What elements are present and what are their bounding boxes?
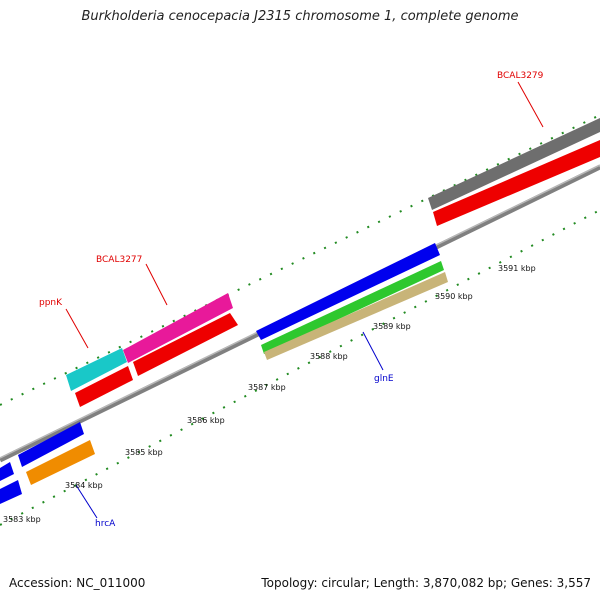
cds-red-upper-right (433, 140, 600, 226)
tick-label-3585: 3585 kbp (125, 448, 163, 457)
tick-label-3586: 3586 kbp (187, 416, 225, 425)
cds-blue-edge-a (0, 462, 14, 481)
cds-red-left-a (75, 366, 133, 407)
inner-tick-ring (0, 209, 600, 526)
gene-labels: BCAL3279 BCAL3277 ppnK glnE hrcA (39, 71, 544, 529)
gene-label-bcal3279: BCAL3279 (497, 71, 544, 81)
kbp-tick-labels: 3583 kbp 3584 kbp 3585 kbp 3586 kbp 3587… (3, 264, 536, 524)
gene-label-ppnk: ppnK (39, 298, 63, 308)
cds-magenta-bcal3277 (123, 293, 233, 363)
cds-cyan-ppnk (66, 348, 127, 391)
cds-orange (26, 440, 95, 485)
cds-green (261, 261, 444, 354)
map-title: Burkholderia cenocepacia J2315 chromosom… (81, 9, 519, 24)
gene-label-bcal3277: BCAL3277 (96, 255, 142, 265)
tick-label-3591: 3591 kbp (498, 264, 536, 273)
tick-label-3590: 3590 kbp (435, 292, 473, 301)
tick-label-3587: 3587 kbp (248, 383, 286, 392)
tick-label-3589: 3589 kbp (373, 322, 411, 331)
gene-label-glne: glnE (374, 374, 394, 384)
accession-text: Accession: NC_011000 (9, 576, 146, 590)
cds-blue-hrca (18, 422, 84, 467)
cds-red-left-b (133, 313, 238, 376)
genome-summary-text: Topology: circular; Length: 3,870,082 bp… (261, 576, 591, 590)
cds-features (0, 118, 600, 504)
cds-blue-glne (256, 243, 440, 340)
gene-label-hrca: hrcA (95, 519, 116, 529)
label-leaders (65, 81, 544, 519)
outer-tick-ring (0, 114, 600, 406)
tick-label-3584: 3584 kbp (65, 481, 103, 490)
tick-label-3588: 3588 kbp (310, 352, 348, 361)
cds-tan (264, 272, 448, 360)
cds-bcal3279-gray (428, 118, 600, 210)
tick-label-3583: 3583 kbp (3, 515, 41, 524)
cds-blue-edge-b (0, 480, 22, 504)
